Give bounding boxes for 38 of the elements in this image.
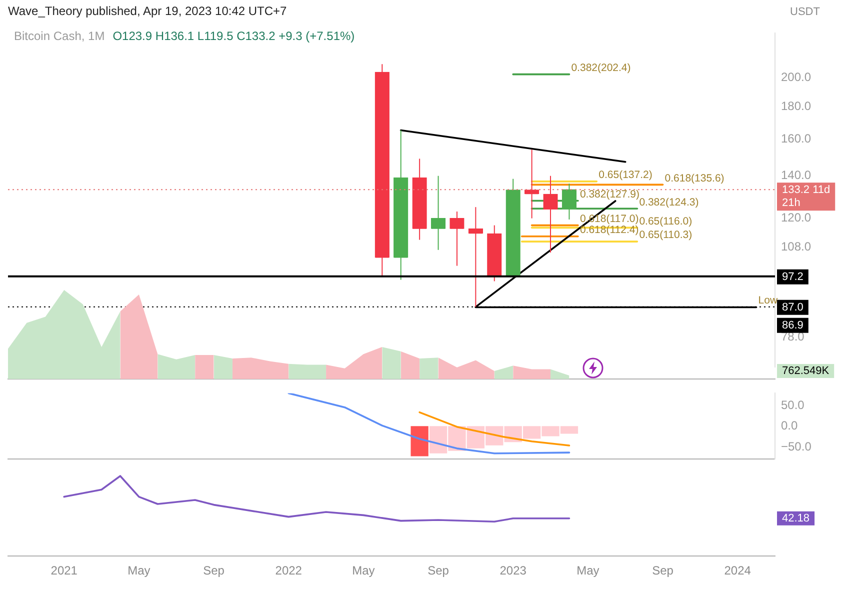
x-tick-label: Sep xyxy=(203,564,225,578)
legend-label: 86.9 xyxy=(782,319,804,332)
y-tick-label: 78.0 xyxy=(781,329,805,344)
y-tick-label: 0.0 xyxy=(781,418,798,433)
y-tick-label: 160.0 xyxy=(781,131,812,146)
annotation: 0.618(135.6) xyxy=(664,172,724,184)
text: Wave_Theory published, Apr 19, 2023 10:42 UTC+7 xyxy=(8,4,287,18)
annotation: 0.382(202.4) xyxy=(571,62,631,74)
annotation: 0.65(116.0) xyxy=(639,215,692,228)
chart-subtitle: O123.9 H136.1 L119.5 C133.2 +9.3 (+7.51%) xyxy=(112,29,355,43)
annotation: Low xyxy=(758,294,778,307)
x-tick-label: 2024 xyxy=(724,564,752,578)
text: USDT xyxy=(790,6,820,18)
x-tick-label: Sep xyxy=(428,564,450,578)
y-tick-label: −50.0 xyxy=(781,439,812,454)
x-tick-label: May xyxy=(352,564,375,578)
x-tick-label: 2022 xyxy=(275,564,302,578)
ref-line-label: 97.2 xyxy=(782,270,804,283)
x-tick-label: May xyxy=(128,564,150,578)
x-tick-label: May xyxy=(576,564,600,578)
x-tick-label: Sep xyxy=(652,564,674,578)
annotation: 0.65(137.2) xyxy=(598,169,652,182)
annotation: 0.65(110.3) xyxy=(639,229,692,242)
chart-title: Bitcoin Cash, 1M xyxy=(14,29,105,43)
y-tick-label: 108.0 xyxy=(781,240,812,254)
y-tick-label: 120.0 xyxy=(781,210,812,225)
ref-line-label: 133.2 11d 21h xyxy=(782,184,830,210)
y-tick-label: 180.0 xyxy=(781,98,812,113)
annotation: 0.382(127.9) xyxy=(580,188,640,200)
annotation: 0.382(124.3) xyxy=(639,196,699,208)
x-tick-label: 2023 xyxy=(500,564,527,578)
ref-line-label: 87.0 xyxy=(782,301,804,314)
y-tick-label: 200.0 xyxy=(781,70,812,84)
text: 42.18 xyxy=(782,512,810,524)
x-tick-label: 2021 xyxy=(50,564,78,578)
text: 762.549K xyxy=(782,365,830,378)
y-tick-label: 140.0 xyxy=(781,168,812,182)
y-tick-label: 50.0 xyxy=(781,398,805,412)
